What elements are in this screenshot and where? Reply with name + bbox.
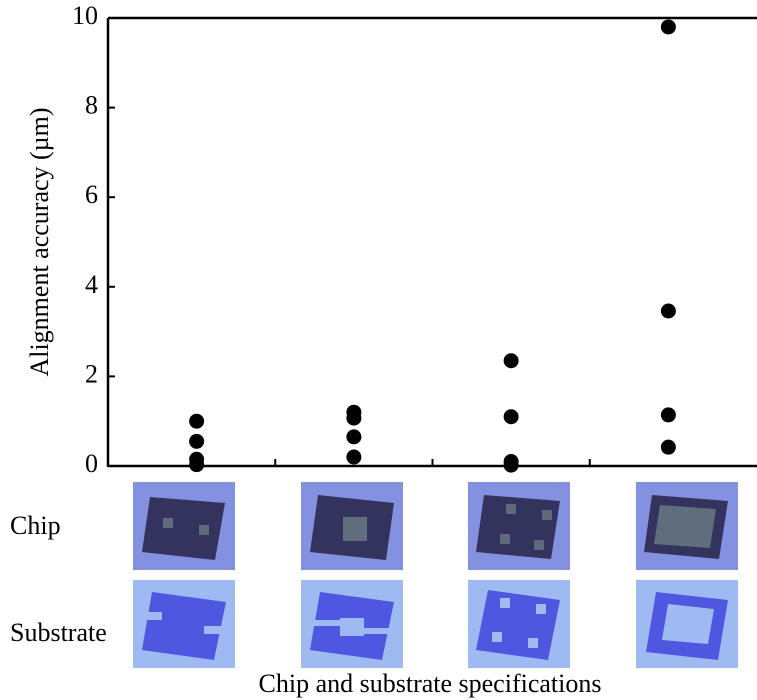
y-tick-label: 10 xyxy=(72,1,98,30)
dot xyxy=(189,433,205,449)
dot xyxy=(660,439,676,455)
chip-images xyxy=(133,482,738,570)
substrate xyxy=(142,592,226,660)
gap xyxy=(536,604,546,614)
dot xyxy=(346,429,362,445)
chip xyxy=(476,495,560,559)
y-axis-label: Alignment accuracy (µm) xyxy=(25,107,54,376)
dot xyxy=(660,19,676,35)
pad xyxy=(654,505,716,548)
dot xyxy=(189,457,205,473)
gap xyxy=(528,638,538,648)
substrate xyxy=(476,590,560,660)
y-tick-label: 8 xyxy=(85,91,98,120)
x-axis-label: Chip and substrate specifications xyxy=(259,669,602,698)
gap xyxy=(306,620,340,626)
dot xyxy=(660,303,676,319)
gap xyxy=(138,612,162,620)
chip xyxy=(142,497,225,560)
pad xyxy=(542,510,552,520)
row-label: Chip xyxy=(10,511,61,540)
dot xyxy=(660,407,676,423)
gap xyxy=(662,604,714,644)
axes xyxy=(106,16,757,468)
dot xyxy=(503,409,519,425)
y-tick-label: 2 xyxy=(85,359,98,388)
dot xyxy=(503,457,519,473)
gap xyxy=(492,632,502,642)
pad xyxy=(534,540,544,550)
pad xyxy=(506,504,516,514)
row-label: Substrate xyxy=(10,618,107,647)
dot xyxy=(346,410,362,426)
gap xyxy=(500,598,510,608)
pad xyxy=(343,517,367,541)
dot xyxy=(189,413,205,429)
pad xyxy=(199,525,209,535)
substrate-images xyxy=(133,580,738,668)
pad xyxy=(163,518,173,528)
dot xyxy=(503,353,519,369)
y-tick-label: 6 xyxy=(85,180,98,209)
gap xyxy=(364,628,398,634)
y-tick-label: 4 xyxy=(85,270,98,299)
pad xyxy=(500,534,510,544)
dot xyxy=(346,449,362,465)
gap xyxy=(340,618,364,636)
gap xyxy=(204,626,228,634)
y-tick-label: 0 xyxy=(85,449,98,478)
